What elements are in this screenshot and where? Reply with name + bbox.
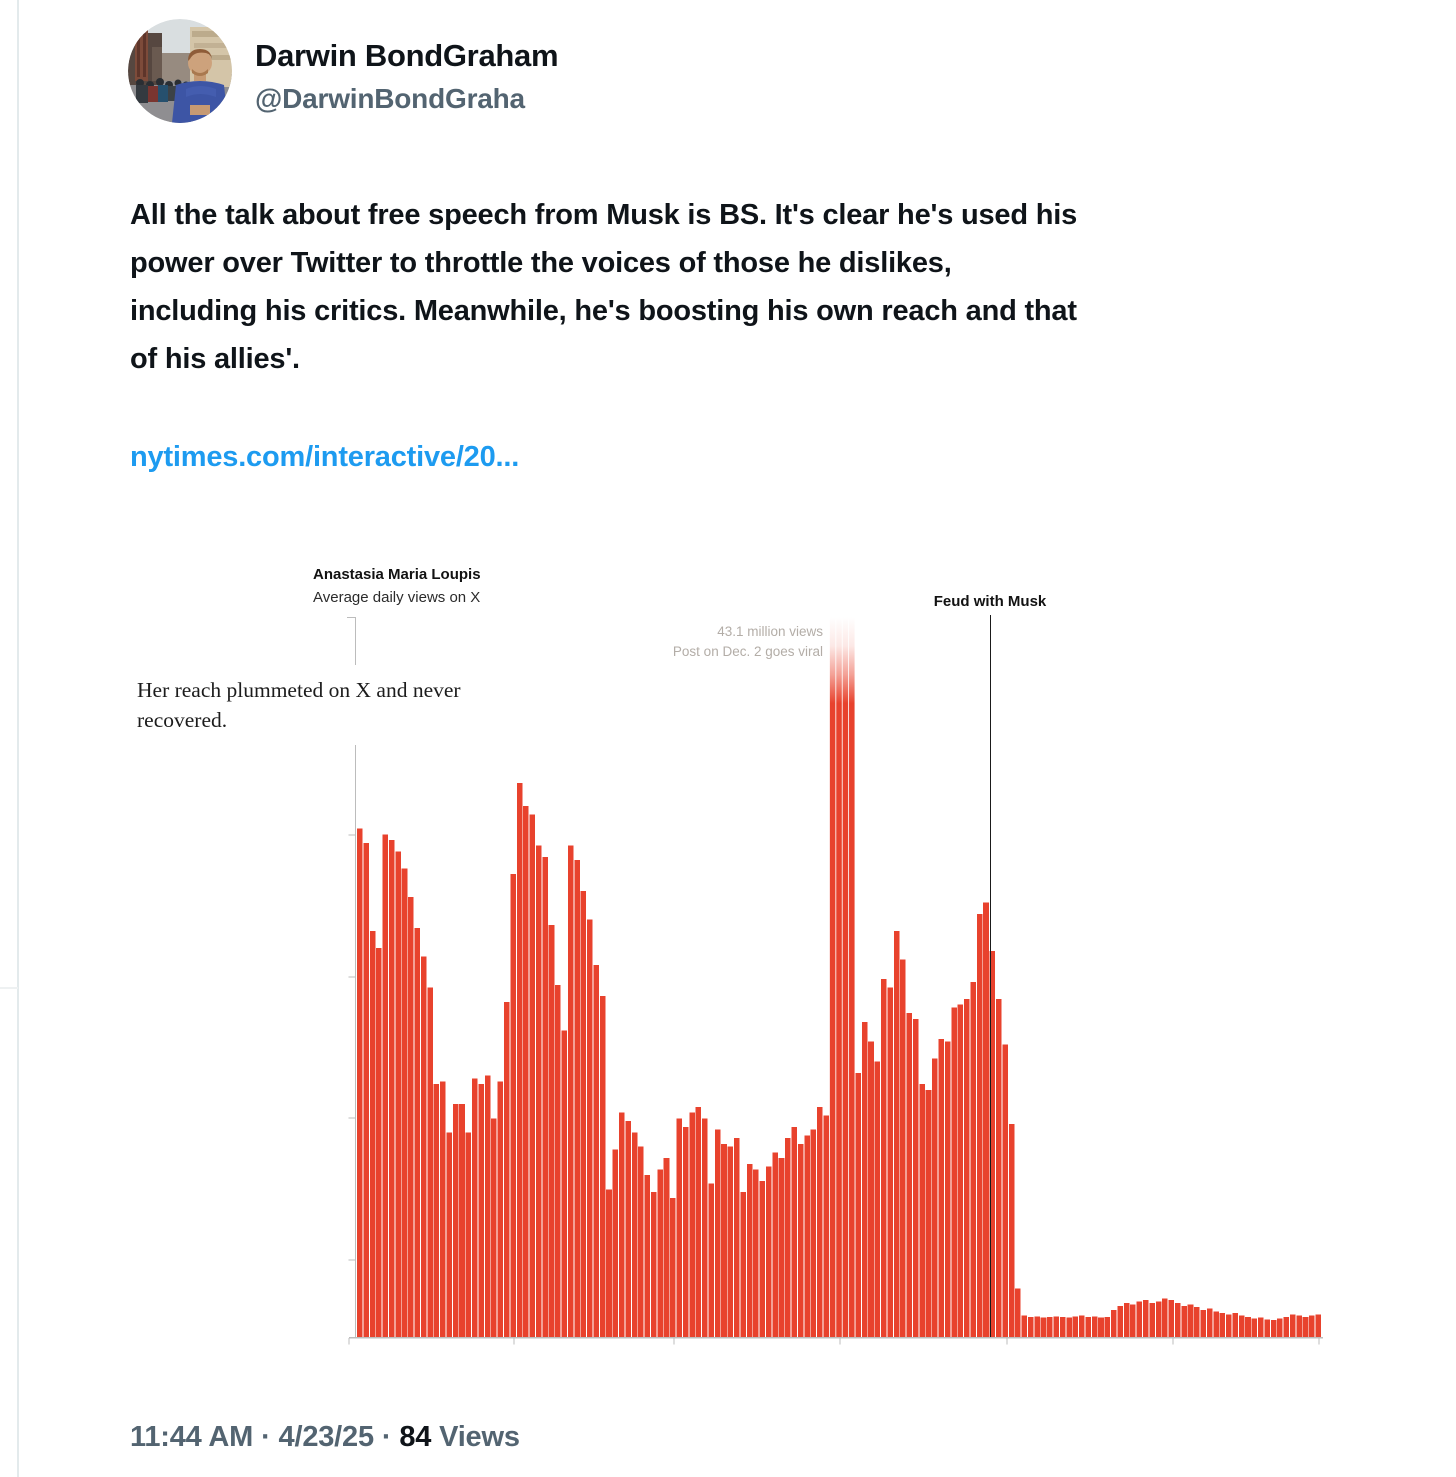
tweet-text-line: power over Twitter to throttle the voice… [130, 247, 952, 279]
user-handle[interactable]: @DarwinBondGraha [255, 83, 525, 114]
user-name[interactable]: Darwin BondGraham [255, 38, 559, 73]
chart-title: Anastasia Maria Loupis [313, 566, 481, 583]
tweet-link[interactable]: nytimes.com/interactive/20... [130, 441, 520, 473]
chart-annotation-line: Her reach plummeted on X and never [137, 678, 461, 702]
separator-dot: · [381, 1421, 392, 1453]
viral-annotation-line1: 43.1 million views [717, 624, 823, 639]
timestamp-time: 11:44 AM [130, 1421, 254, 1453]
chart-embed[interactable]: Anastasia Maria Loupis Average daily vie… [120, 555, 1350, 1367]
tweet-text: All the talk about free speech from Musk… [130, 191, 1355, 383]
tweet-footer: 11:44 AM · 4/23/25 · 84 Views [130, 1421, 520, 1454]
chart-annotation: Her reach plummeted on X and never recov… [137, 675, 487, 735]
tweet-text-line: including his critics. Meanwhile, he's b… [130, 295, 1077, 327]
tweet-text-line: of his allies'. [130, 343, 300, 375]
feud-label: Feud with Musk [933, 593, 1047, 610]
viral-annotation-line2: Post on Dec. 2 goes viral [672, 644, 823, 659]
chart-annotation-line: recovered. [137, 708, 228, 732]
views-count: 84 [399, 1421, 432, 1453]
chart-bars [357, 617, 1322, 1337]
separator-dot: · [261, 1421, 271, 1453]
avatar-image [128, 19, 232, 123]
viral-annotation: 43.1 million views Post on Dec. 2 goes v… [520, 622, 823, 662]
chart-subtitle: Average daily views on X [313, 589, 481, 606]
timeline-left-divider [17, 0, 19, 1477]
chart-axes [347, 615, 1323, 1345]
chart-svg [347, 615, 1323, 1345]
tweet-text-line: All the talk about free speech from Musk… [130, 199, 1078, 231]
timeline-row-divider [0, 987, 18, 989]
avatar[interactable] [128, 19, 232, 123]
timestamp-date: 4/23/25 [278, 1421, 375, 1453]
views-label: Views [439, 1421, 520, 1453]
